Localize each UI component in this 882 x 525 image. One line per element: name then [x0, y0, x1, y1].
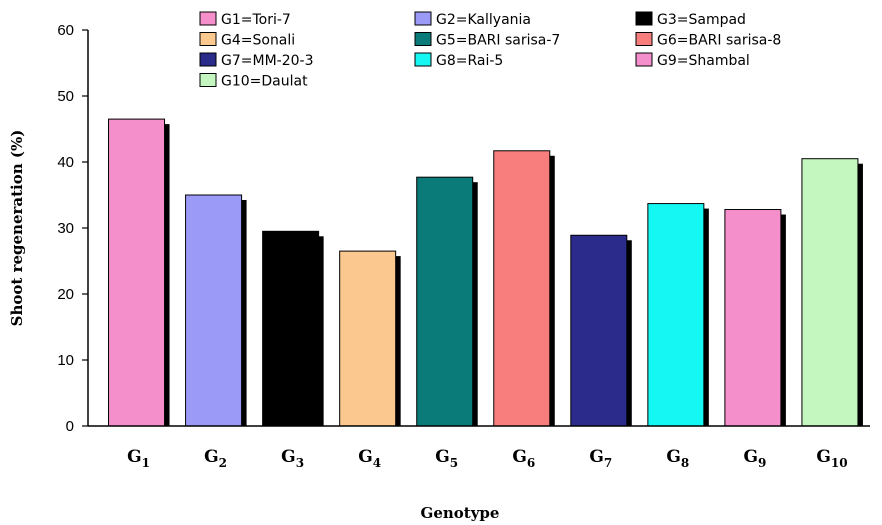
legend-label: G1=Tori-7	[221, 12, 291, 28]
bars-group	[108, 118, 863, 427]
legend-label: G10=Daulat	[221, 74, 308, 90]
x-tick-label: G9	[743, 447, 766, 470]
legend-swatch	[199, 52, 217, 67]
legend-swatch	[414, 52, 432, 67]
y-tick-label: 50	[57, 88, 74, 105]
y-tick-label: 20	[57, 286, 74, 303]
legend-label: G3=Sampad	[657, 12, 746, 28]
legend-swatch	[199, 11, 217, 26]
x-tick-label: G3	[281, 447, 304, 470]
bar-G3	[262, 230, 320, 427]
bar-G1	[108, 118, 166, 427]
bar-G4	[339, 250, 397, 427]
x-tick-label: G10	[816, 447, 847, 470]
x-tick-label: G4	[358, 447, 381, 470]
x-tick-label: G6	[512, 447, 535, 470]
bar-G10	[801, 158, 859, 427]
legend-swatch	[199, 73, 217, 87]
legend-swatch	[635, 52, 653, 67]
bar-G2	[185, 194, 243, 427]
y-tick-label: 60	[57, 22, 74, 39]
legend-label: G2=Kallyania	[436, 12, 531, 28]
x-tick-label: G1	[127, 447, 150, 470]
legend-swatch	[199, 32, 217, 46]
y-tick-label: 30	[57, 220, 74, 237]
y-tick-label: 0	[66, 418, 74, 435]
bar-G6	[493, 150, 551, 427]
legend-label: G8=Rai-5	[436, 53, 503, 69]
x-tick-labels-group: G1 G2 G3 G4 G5 G6 G7 G8 G9 G10	[127, 447, 847, 470]
legend-label: G5=BARI sarisa-7	[436, 33, 560, 49]
bar-G8	[647, 203, 705, 427]
legend-swatch	[414, 11, 432, 26]
legend-label: G4=Sonali	[221, 33, 295, 49]
x-tick-label: G5	[435, 447, 458, 470]
y-tick-label: 40	[57, 154, 74, 171]
x-tick-label: G8	[666, 447, 689, 470]
legend-label: G6=BARI sarisa-8	[657, 33, 781, 49]
y-axis-title: Shoot regeneration (%)	[8, 130, 26, 327]
bar-G5	[416, 176, 474, 427]
legend-swatch	[635, 32, 653, 46]
x-axis-title: Genotype	[421, 504, 500, 522]
legend-label: G9=Shambal	[657, 53, 750, 69]
legend-label: G7=MM-20-3	[221, 53, 313, 69]
legend-swatch	[414, 32, 432, 46]
legend: G1=Tori-7 G2=Kallyania G3=Sampad G4=Sonali G…	[199, 11, 781, 90]
y-ticks-group: 0 10 20 30 40 50 60	[57, 22, 88, 435]
y-tick-label: 10	[57, 352, 74, 369]
legend-swatch	[635, 11, 653, 26]
bar-G9	[724, 209, 782, 427]
x-tick-label: G7	[589, 447, 612, 470]
bar-G7	[570, 234, 628, 427]
x-tick-label: G2	[204, 447, 227, 470]
